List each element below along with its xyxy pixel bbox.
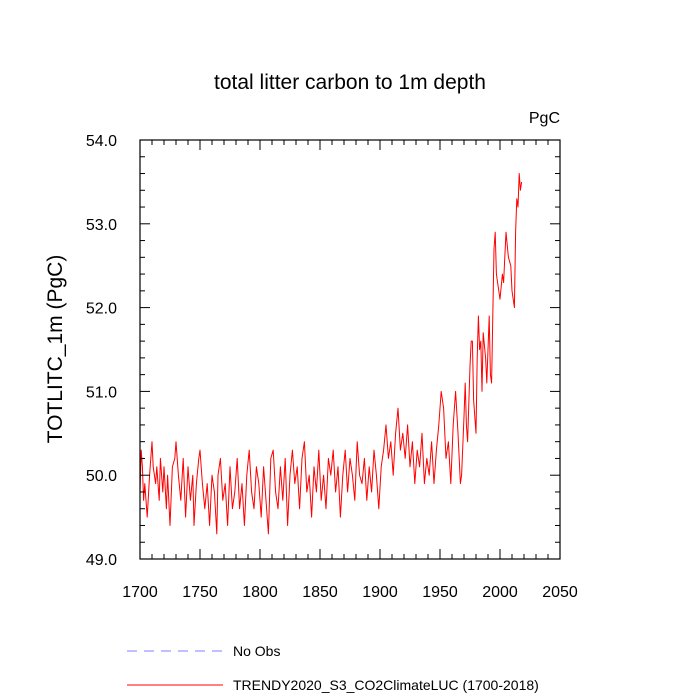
series-line-1 <box>139 173 523 535</box>
y-tick-label: 50.0 <box>86 468 117 485</box>
x-tick-label: 1700 <box>122 584 158 601</box>
legend-label-trendy: TRENDY2020_S3_CO2ClimateLUC (1700-2018) <box>233 677 539 693</box>
x-tick-label: 2000 <box>482 584 518 601</box>
chart-title: total litter carbon to 1m depth <box>214 71 486 94</box>
y-tick-label: 49.0 <box>86 552 117 569</box>
x-tick-label: 1800 <box>242 584 278 601</box>
x-tick-label: 1950 <box>422 584 458 601</box>
y-tick-label: 51.0 <box>86 384 117 401</box>
y-tick-label: 52.0 <box>86 301 117 318</box>
y-tick-label: 53.0 <box>86 217 117 234</box>
x-tick-label: 1900 <box>362 584 398 601</box>
legend: No Obs TRENDY2020_S3_CO2ClimateLUC (1700… <box>127 643 539 693</box>
y-axis-label: TOTLITC_1m (PgC) <box>44 255 67 444</box>
units-label: PgC <box>529 110 560 127</box>
axis-ticks <box>139 139 561 560</box>
x-tick-label: 2050 <box>542 584 578 601</box>
legend-label-no-obs: No Obs <box>233 643 280 659</box>
axis-tick-labels: 1700 1750 1800 1850 1900 1950 2000 2050 49.0 50.0… <box>86 133 578 601</box>
y-tick-label: 54.0 <box>86 133 117 150</box>
x-tick-label: 1750 <box>182 584 218 601</box>
plot-frame <box>139 139 561 560</box>
x-tick-label: 1850 <box>302 584 338 601</box>
data-series-group <box>139 173 523 535</box>
